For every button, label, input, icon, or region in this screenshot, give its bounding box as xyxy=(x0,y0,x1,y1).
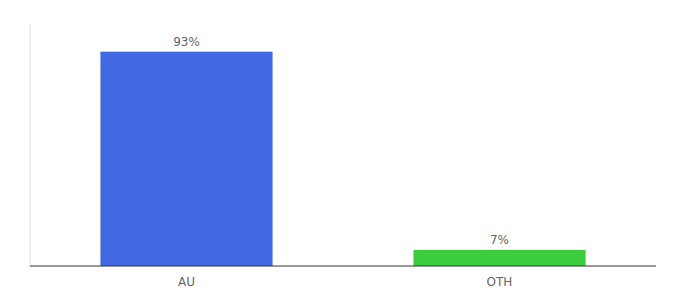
data-label: 93% xyxy=(173,35,200,49)
bar xyxy=(100,52,272,266)
x-axis-line xyxy=(30,266,656,267)
y-axis-line xyxy=(30,24,31,266)
chart-svg: 93% 7% AU OTH xyxy=(0,0,680,300)
plot-area: 93% 7% AU OTH xyxy=(30,24,656,289)
bars xyxy=(100,52,585,266)
x-tick-label: AU xyxy=(178,275,195,289)
chart-container: 93% 7% AU OTH xyxy=(0,0,680,300)
data-label: 7% xyxy=(490,233,509,247)
x-tick-label: OTH xyxy=(487,275,513,289)
bar xyxy=(413,250,585,266)
